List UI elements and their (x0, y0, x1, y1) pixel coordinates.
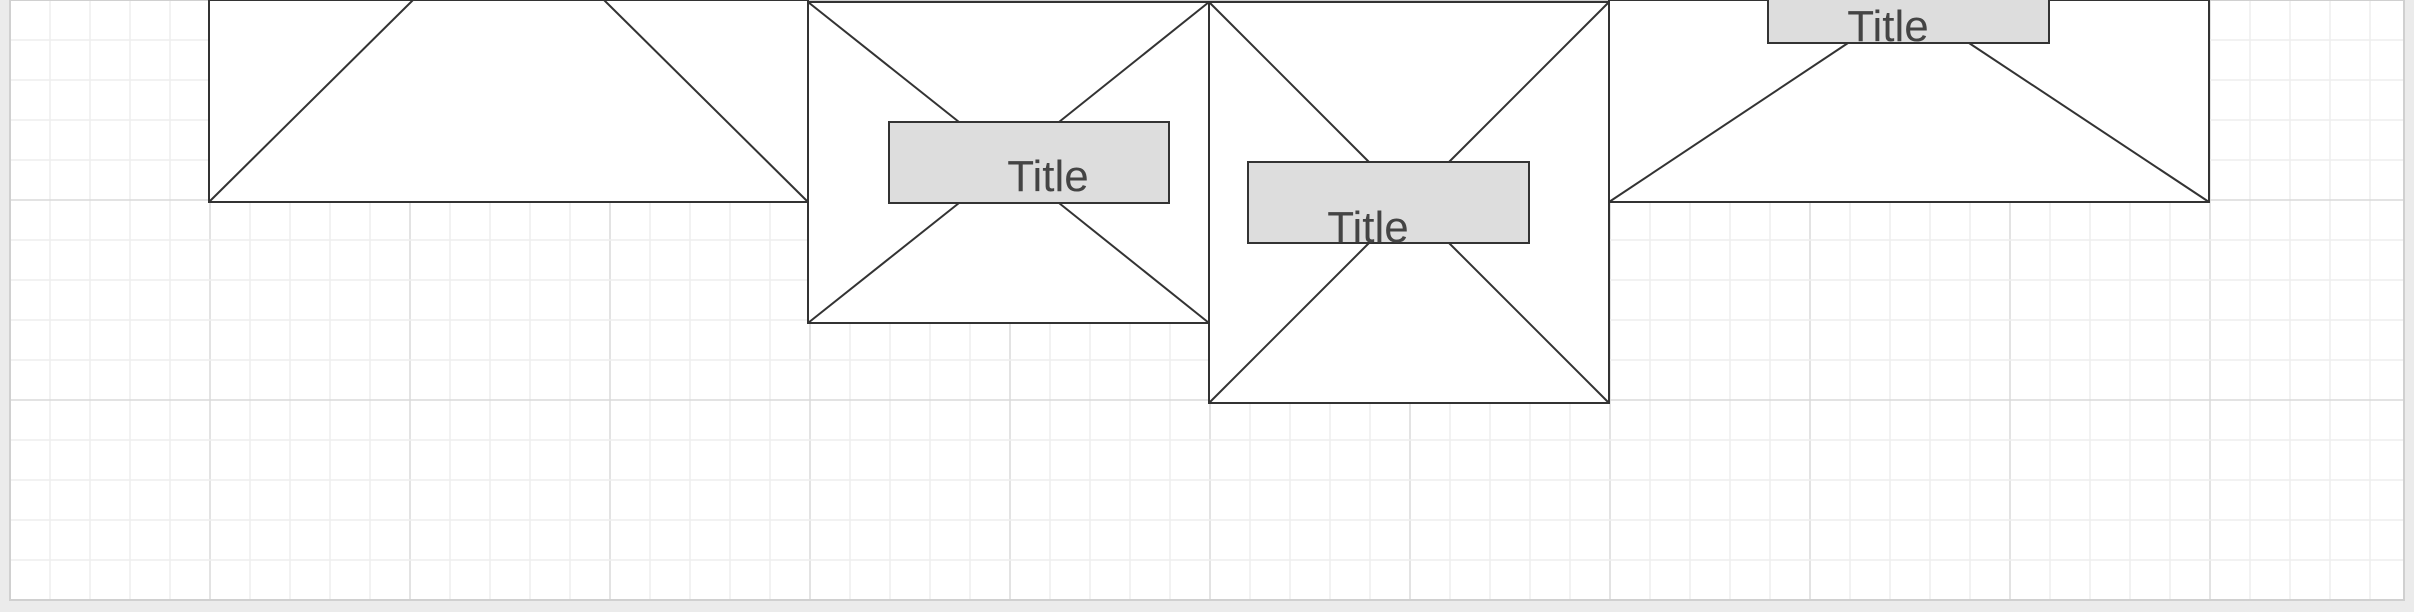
wireframe-3-diagonal-bl (1208, 242, 1370, 404)
wireframe-3-diagonal-tl (1208, 1, 1370, 163)
wireframe-3-title-box[interactable] (1247, 161, 1530, 244)
wireframe-1-frame (208, 0, 809, 203)
wireframe-2-title: Title (1007, 152, 1089, 201)
wireframe-2-diagonal-bl (807, 202, 960, 324)
wireframe-3-diagonal-br (1448, 242, 1610, 404)
wireframe-3-title: Title (1327, 203, 1409, 252)
wireframe-3-diagonal-tr (1448, 1, 1610, 163)
wireframe-2-diagonal-br (1058, 202, 1210, 324)
wireframe-4-title-box[interactable] (1767, 0, 2050, 44)
wireframe-1-diagonal-left (208, 0, 414, 203)
wireframe-4-diagonal-right (1968, 42, 2210, 203)
page-border (9, 0, 2405, 601)
wireframe-2-diagonal-tr (1058, 1, 1210, 123)
wireframe-placeholder-2[interactable]: Title (807, 1, 1210, 324)
wireframe-placeholder-4[interactable]: Title (1608, 0, 2210, 203)
wireframe-4-diagonal-left (1608, 42, 1849, 203)
wireframe-2-title-box[interactable] (888, 121, 1170, 204)
wireframe-placeholder-3[interactable]: Title (1208, 1, 1610, 404)
wireframe-1-diagonal-right (603, 0, 809, 203)
wireframe-4-title: Title (1847, 2, 1929, 51)
wireframe-placeholder-1[interactable] (208, 0, 809, 203)
wireframe-2-diagonal-tl (807, 1, 960, 123)
